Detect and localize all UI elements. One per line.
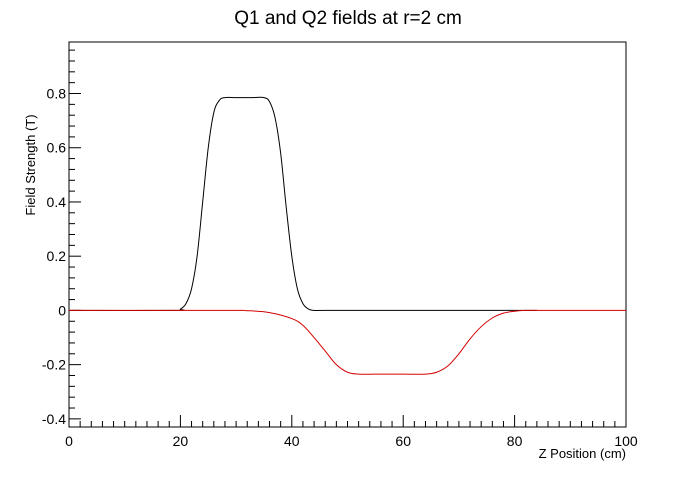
y-tick-label: 0.4 bbox=[47, 194, 67, 210]
y-tick-label: -0.4 bbox=[42, 411, 66, 427]
ticks bbox=[68, 49, 627, 427]
x-axis-title: Z Position (cm) bbox=[539, 446, 626, 461]
series-line-2 bbox=[68, 309, 626, 375]
x-tick-label: 60 bbox=[395, 433, 411, 449]
series bbox=[68, 96, 626, 375]
y-tick-label: -0.2 bbox=[42, 357, 66, 373]
x-tick-label: 100 bbox=[614, 433, 638, 449]
x-tick-label: 40 bbox=[284, 433, 300, 449]
x-tick-label: 0 bbox=[65, 433, 73, 449]
y-tick-label: 0.8 bbox=[47, 86, 67, 102]
y-tick-label: 0.2 bbox=[47, 248, 67, 264]
x-tick-label: 20 bbox=[173, 433, 189, 449]
chart-title: Q1 and Q2 fields at r=2 cm bbox=[234, 8, 462, 29]
x-tick-label: 80 bbox=[507, 433, 523, 449]
y-tick-label: 0.6 bbox=[47, 140, 67, 156]
tick-labels: 0 20 40 60 80 100 -0.4 -0.2 0 0.2 0.4 0.6 0.8 bbox=[42, 86, 638, 449]
series-line-1 bbox=[68, 96, 537, 312]
y-tick-label: 0 bbox=[58, 302, 66, 318]
y-axis-title: Field Strength (T) bbox=[23, 114, 38, 215]
